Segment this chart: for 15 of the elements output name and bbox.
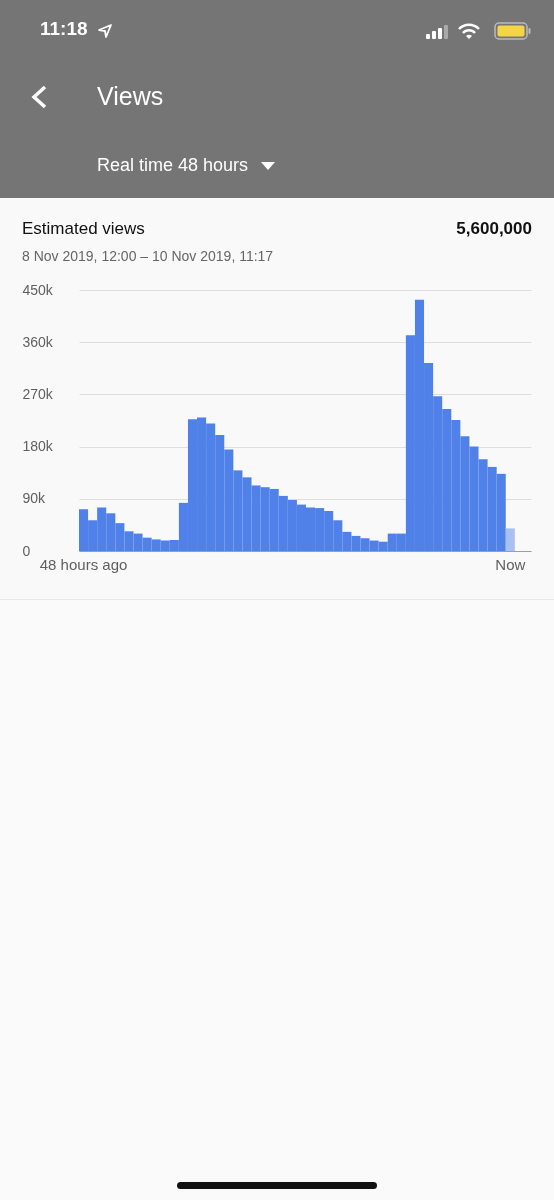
x-tick-label: 48 hours ago [39, 555, 128, 573]
chart-title: Estimated views [22, 219, 145, 239]
y-tick-label: 450k [22, 281, 54, 298]
y-tick-label: 90k [22, 490, 47, 507]
y-tick-label: 270k [22, 385, 54, 402]
text: 11:18 [40, 18, 88, 40]
chart-subtitle: 8 Nov 2019, 12:00 – 10 Nov 2019, 11:17 [22, 248, 274, 264]
y-tick-label: 0 [22, 542, 31, 559]
y-tick-label: 180k [22, 438, 54, 455]
text: Views [97, 82, 164, 111]
y-tick-label: 360k [22, 333, 54, 350]
x-tick-label: Now [495, 555, 526, 573]
text: Real time 48 hours [97, 155, 249, 176]
bar [505, 528, 515, 551]
text: 5,600,000 [456, 219, 532, 239]
